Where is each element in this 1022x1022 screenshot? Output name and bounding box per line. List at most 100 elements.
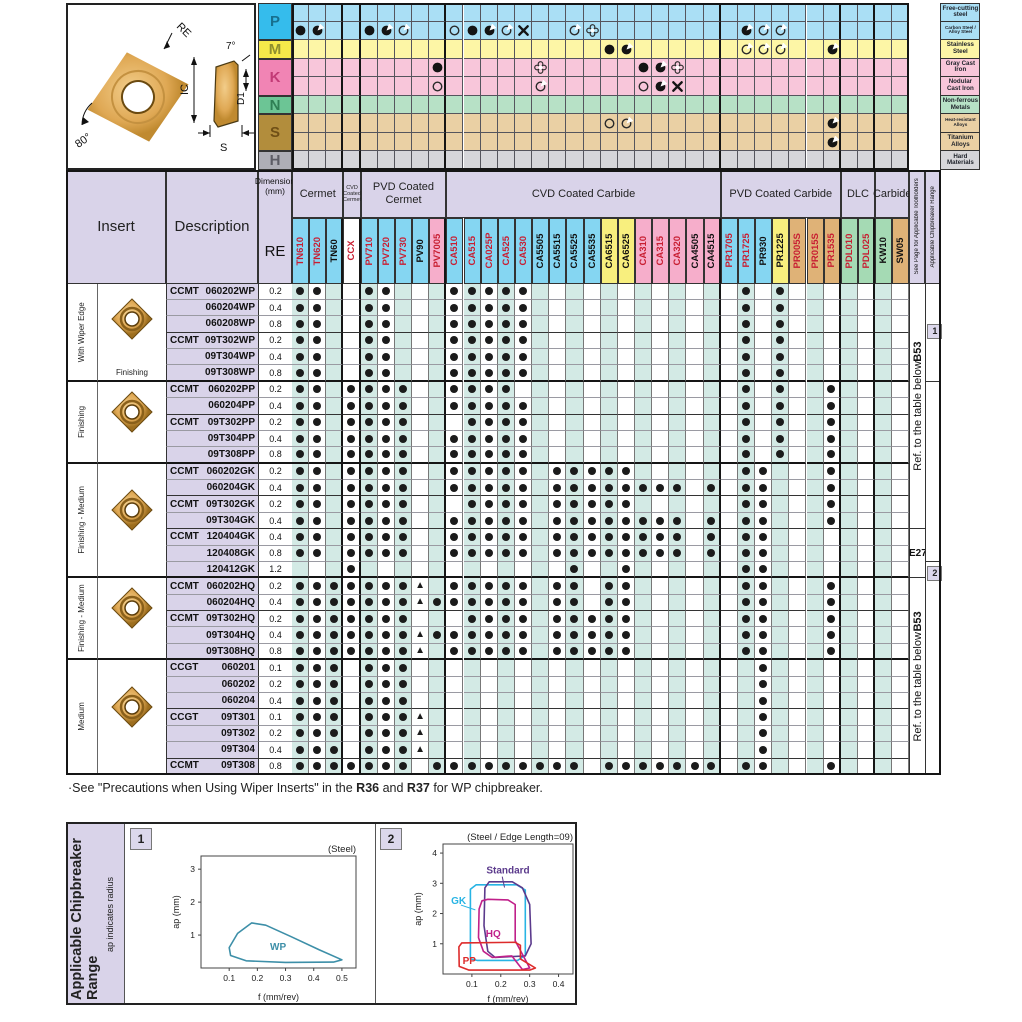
grade-cell [772,512,790,530]
grade-cell [377,725,395,743]
triangle-mark: ▲ [415,645,426,657]
grade-cell [583,299,601,317]
grade-group-label: DLC [846,187,869,200]
grade-cell [463,643,481,661]
grade-cell [789,299,807,317]
dot [296,368,305,377]
dot [381,761,390,770]
dot [381,713,390,722]
grade-cell [566,693,584,710]
dot [759,647,768,656]
matrix-cell [617,3,635,22]
chip-range-cell: 2 [925,561,943,775]
dot [519,483,527,492]
grade-cell [549,365,567,382]
grade-cell [480,643,498,661]
dot [501,303,510,312]
grade-header-CA4505: CA4505 [686,218,704,284]
dot [621,500,630,509]
dot [621,532,630,541]
grade-cell [360,381,378,399]
dot [347,647,355,656]
dot [501,434,510,443]
matrix-cell [446,151,464,170]
matrix-cell [686,21,704,41]
grade-cell [394,332,413,349]
grade-cell [292,496,310,513]
dot [776,401,785,410]
matrix-cell [857,132,876,152]
dot [364,401,373,410]
grade-cell [806,480,824,497]
dot [450,352,459,361]
grade-cell [806,742,824,759]
grade-name: CA525 [500,235,512,266]
dot [587,631,596,640]
dot [329,680,338,689]
dot [296,631,305,640]
dot [484,647,493,656]
grade-cell [840,742,858,759]
desc-number: 060204GK [206,482,255,494]
grade-cell [669,611,687,628]
row-description: 09T302 [166,725,258,743]
matrix-mark-open [603,117,616,130]
dot [450,549,459,558]
dimension-re: RE [264,242,286,260]
row-dots [292,316,910,333]
grade-cell [892,512,910,530]
grade-cell [377,545,395,562]
grade-cell [789,381,807,399]
re-value: 0.4 [269,630,282,641]
grade-cell [532,398,550,415]
matrix-cell [394,151,413,170]
chipbreaker-panel: Applicable Chipbreaker Range ap indicates… [66,822,577,1005]
svg-text:0.4: 0.4 [308,973,320,983]
matrix-cell [892,114,910,133]
dot [398,680,407,689]
matrix-cell [772,151,790,170]
grade-cell [720,349,738,366]
dot [450,401,459,410]
grade-cell [326,758,344,775]
insert-group-vlabel: Medium [66,660,98,775]
grade-cell [703,742,721,759]
desc-number: 09T301 [221,711,255,723]
matrix-cell [326,151,344,170]
grade-cell [617,283,635,300]
matrix-cell [463,77,481,96]
grade-cell [566,725,584,743]
grade-cell [429,742,447,759]
grade-cell [892,349,910,366]
grade-cell [703,758,721,775]
grade-cell [532,676,550,693]
grade-cell [600,725,618,743]
dot [484,582,493,591]
matrix-cell [480,77,498,96]
insert-photo-icon [111,489,153,531]
grade-cell [309,398,327,415]
dot [827,500,836,509]
grade-cell [514,463,533,481]
grade-cell [514,430,533,448]
grade-cell [343,414,361,431]
dot [381,680,390,689]
grade-cell [326,693,344,710]
row-re: 0.4 [258,349,292,366]
grade-cell [429,561,447,579]
grade-cell [686,332,704,349]
grade-cell [806,463,824,481]
grade-cell [463,594,481,612]
grade-cell [549,578,567,595]
dot [381,483,390,492]
grade-cell [549,758,567,775]
row-dots [292,365,910,382]
dot [519,614,527,623]
dot [329,745,338,754]
grade-cell [446,283,464,300]
grade-cell [686,398,704,415]
grade-name: PV730 [397,236,409,266]
grade-cell [463,725,481,743]
dot [484,303,493,312]
matrix-cell [480,40,498,59]
